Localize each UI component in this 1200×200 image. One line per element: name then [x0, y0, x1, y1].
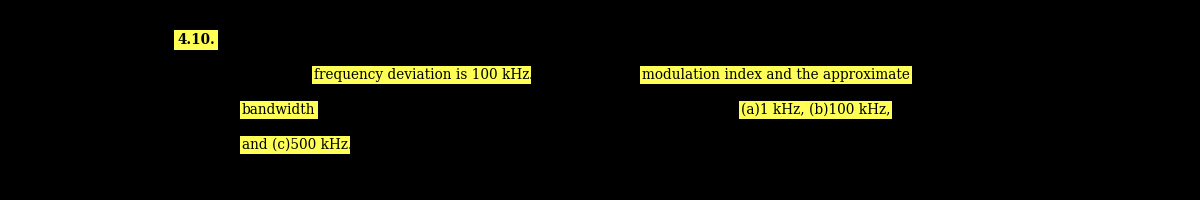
Text: bandwidth: bandwidth: [242, 103, 316, 117]
Text: maximum: maximum: [242, 68, 314, 82]
Text: modulation index and the approximate: modulation index and the approximate: [642, 68, 910, 82]
Text: and (c)500 kHz: and (c)500 kHz: [242, 138, 348, 152]
Text: of the FM signal if the frequency of the modulating signal is: of the FM signal if the frequency of the…: [316, 103, 740, 117]
Text: (a)1 kHz, (b)100 kHz,: (a)1 kHz, (b)100 kHz,: [740, 103, 890, 117]
Text: frequency deviation is 100 kHz: frequency deviation is 100 kHz: [314, 68, 529, 82]
Text: A 20-megahertz (MHz) carrier is frequency-modulated by a sinusoidal signal such : A 20-megahertz (MHz) carrier is frequenc…: [242, 33, 869, 47]
Text: 4.10.: 4.10.: [178, 33, 215, 47]
Text: .: .: [348, 138, 353, 152]
Text: $\Delta f$ = 100 kHz,  $f_c$ = 20 MHz $\gg$ $f_m$: $\Delta f$ = 100 kHz, $f_c$ = 20 MHz $\g…: [540, 167, 790, 185]
Text: . Determine the: . Determine the: [529, 68, 642, 82]
